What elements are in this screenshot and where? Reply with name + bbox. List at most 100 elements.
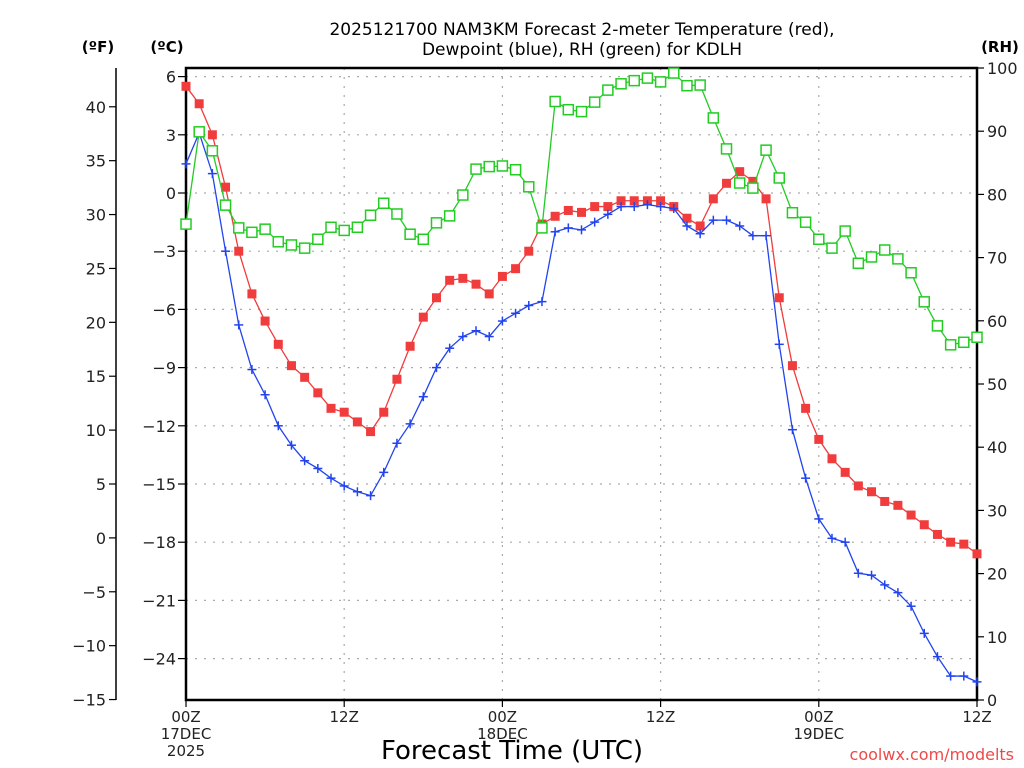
temperature-point [497, 271, 507, 281]
temperature-point [392, 374, 402, 384]
rh-point [615, 78, 627, 90]
plot-frame [184, 66, 979, 702]
chart-title-line-2: Dewpoint (blue), RH (green) for KDLH [422, 40, 742, 60]
dewpoint-point [273, 421, 283, 431]
celsius-tick-label: −21 [142, 591, 176, 610]
dewpoint-point [286, 440, 296, 450]
fahrenheit-tick-label: −5 [82, 583, 106, 602]
rh-point [312, 233, 324, 246]
grid-lines [186, 68, 977, 700]
dewpoint-point [445, 343, 455, 353]
temperature-point [853, 481, 863, 491]
temperature-point [379, 407, 389, 417]
celsius-unit-label: (ºC) [150, 38, 183, 56]
dewpoint-point [379, 467, 389, 477]
rh-point [694, 79, 706, 91]
temperature-point [616, 196, 626, 206]
dewpoint-point [840, 537, 850, 547]
temperature-point [405, 341, 415, 351]
rh-point [404, 228, 416, 240]
dewpoint-point [577, 225, 586, 235]
rh-point [641, 72, 654, 84]
x-tick-label: 12Z [962, 708, 991, 726]
dewpoint-point [458, 332, 468, 342]
temperature-point [906, 510, 916, 520]
fahrenheit-tick-label: 35 [86, 152, 106, 171]
rh-tick-label: 10 [987, 628, 1007, 647]
dewpoint-point [787, 425, 797, 435]
dewpoint-point [234, 320, 244, 330]
dewpoint-point [814, 514, 824, 524]
fahrenheit-tick-label: 25 [86, 259, 106, 278]
temperature-point [286, 361, 296, 371]
temperature-point [708, 194, 718, 204]
temperature-point [207, 130, 217, 140]
dewpoint-point [497, 316, 507, 326]
temperature-point [840, 467, 850, 477]
dewpoint-point [431, 363, 441, 373]
temperature-point [339, 407, 349, 417]
dewpoint-point [418, 392, 428, 402]
rh-point [575, 105, 588, 118]
dewpoint-point [181, 159, 191, 169]
dewpoint-point [708, 215, 718, 225]
fahrenheit-tick-label: 30 [86, 206, 106, 225]
rh-point [958, 336, 970, 349]
dewpoint-point [761, 231, 771, 241]
rh-point [496, 160, 509, 172]
rh-point [971, 331, 983, 343]
temperature-point [194, 99, 204, 109]
rh-point [206, 145, 219, 157]
dewpoint-point [247, 365, 257, 375]
rh-point [654, 76, 667, 88]
rh-point [232, 222, 245, 234]
rh-tick-label: 60 [987, 312, 1007, 331]
temperature-point [221, 182, 231, 192]
dewpoint-point [484, 332, 494, 342]
dewpoint-point [867, 570, 877, 580]
fahrenheit-tick-label: 20 [86, 313, 106, 332]
x-tick-label: 19DEC [794, 725, 845, 743]
rh-unit-label: (RH) [981, 38, 1019, 56]
dewpoint-point [405, 419, 415, 429]
temperature-point [787, 361, 797, 371]
temperature-point [181, 81, 191, 91]
temperature-point [774, 293, 784, 303]
dewpoint-point [959, 671, 969, 681]
dewpoint-point [774, 339, 784, 349]
temperature-point [524, 246, 534, 256]
fahrenheit-tick-label: −10 [72, 637, 106, 656]
temperature-point [880, 496, 890, 506]
rh-point [523, 181, 535, 193]
rh-point [325, 221, 337, 234]
rh-tick-label: 20 [987, 565, 1007, 584]
temperature-point [458, 273, 468, 283]
rh-point [338, 224, 350, 237]
rh-point [391, 208, 403, 220]
dewpoint-point [260, 390, 270, 400]
celsius-tick-label: 0 [166, 184, 176, 203]
series-dewpoint [181, 128, 982, 687]
celsius-tick-label: 6 [166, 68, 176, 87]
dewpoint-point [207, 169, 217, 179]
dewpoint-point [932, 652, 942, 662]
dewpoint-point [656, 202, 666, 212]
temperature-point [682, 213, 692, 223]
temperature-point [629, 196, 639, 206]
x-tick-label: 18DEC [477, 725, 528, 743]
dewpoint-point [906, 601, 916, 611]
temperature-point [484, 289, 494, 299]
dewpoint-point [919, 628, 929, 638]
dewpoint-point [537, 297, 547, 307]
temperature-point [603, 202, 613, 212]
rh-point [733, 177, 746, 189]
rh-point [747, 182, 759, 194]
chart-title: 2025121700 NAM3KM Forecast 2-meter Tempe… [329, 20, 834, 60]
temperature-point [761, 194, 771, 204]
temperature-point [326, 403, 336, 413]
temperature-point [814, 434, 824, 444]
temperature-point [260, 316, 270, 326]
fahrenheit-tick-label: 5 [96, 475, 106, 494]
celsius-tick-label: −18 [142, 533, 176, 552]
credit-link[interactable]: coolwx.com/modelts [850, 745, 1014, 764]
